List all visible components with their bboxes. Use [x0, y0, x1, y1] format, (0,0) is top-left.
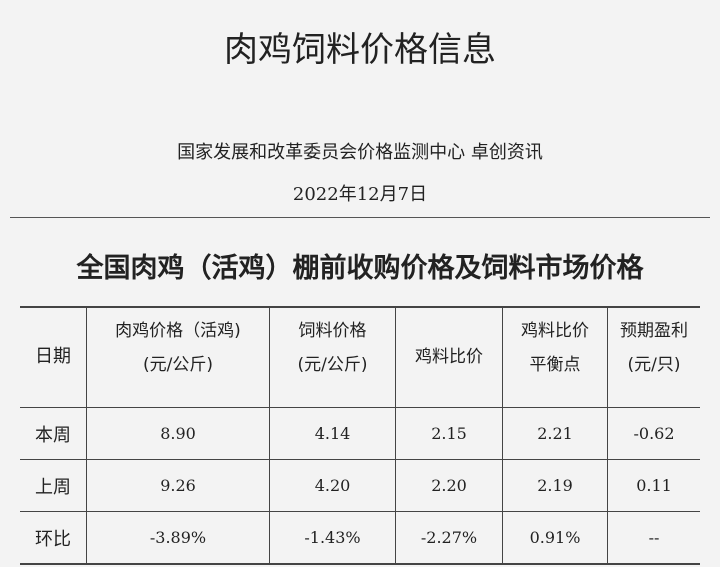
- cell: 9.26: [86, 459, 270, 512]
- header-profit: 预期盈利 (元/只): [607, 306, 700, 408]
- cell: --: [607, 511, 700, 565]
- table-row: 本周 8.90 4.14 2.15 2.21 -0.62: [20, 407, 700, 460]
- cell: 2.20: [395, 459, 503, 512]
- header-line2: 平衡点: [529, 355, 581, 375]
- header-ratio: 鸡料比价: [395, 306, 503, 408]
- cell: 0.91%: [502, 511, 608, 565]
- header-line1: 饲料价格: [298, 321, 367, 341]
- header-line1: 预期盈利: [620, 321, 688, 341]
- header-date: 日期: [20, 306, 87, 408]
- cell: 4.20: [269, 459, 396, 512]
- table-row: 环比 -3.89% -1.43% -2.27% 0.91% --: [20, 511, 700, 565]
- header-line2: (元/公斤): [143, 355, 213, 375]
- header-line2: (元/公斤): [297, 355, 368, 375]
- table-heading: 全国肉鸡（活鸡）棚前收购价格及饲料市场价格: [76, 253, 644, 284]
- cell: 2.21: [502, 407, 608, 460]
- cell: 上周: [20, 459, 87, 512]
- header-breakeven: 鸡料比价 平衡点: [502, 306, 608, 408]
- cell: 0.11: [607, 459, 700, 512]
- header-line2: (元/只): [627, 355, 681, 375]
- cell: 环比: [20, 511, 87, 565]
- page-title: 肉鸡饲料价格信息: [224, 30, 496, 70]
- price-table: 日期 肉鸡价格（活鸡) (元/公斤) 饲料价格 (元/公斤) 鸡料比价 鸡料比价 平衡…: [20, 306, 700, 565]
- source-line: 国家发展和改革委员会价格监测中心 卓创资讯: [177, 142, 543, 163]
- publish-date: 2022年12月7日: [292, 184, 428, 205]
- table-header-row: 日期 肉鸡价格（活鸡) (元/公斤) 饲料价格 (元/公斤) 鸡料比价 鸡料比价 平衡…: [20, 306, 700, 408]
- cell: -2.27%: [395, 511, 503, 565]
- cell: 8.90: [86, 407, 270, 460]
- header-line1: 肉鸡价格（活鸡): [115, 321, 241, 341]
- table-row: 上周 9.26 4.20 2.20 2.19 0.11: [20, 459, 700, 512]
- header-feed-price: 饲料价格 (元/公斤): [269, 306, 396, 408]
- cell: -0.62: [607, 407, 700, 460]
- cell: 本周: [20, 407, 87, 460]
- cell: 4.14: [269, 407, 396, 460]
- header-line1: 鸡料比价: [521, 321, 589, 341]
- cell: -1.43%: [269, 511, 396, 565]
- cell: 2.15: [395, 407, 503, 460]
- divider: [10, 217, 710, 218]
- cell: -3.89%: [86, 511, 270, 565]
- header-broiler-price: 肉鸡价格（活鸡) (元/公斤): [86, 306, 270, 408]
- cell: 2.19: [502, 459, 608, 512]
